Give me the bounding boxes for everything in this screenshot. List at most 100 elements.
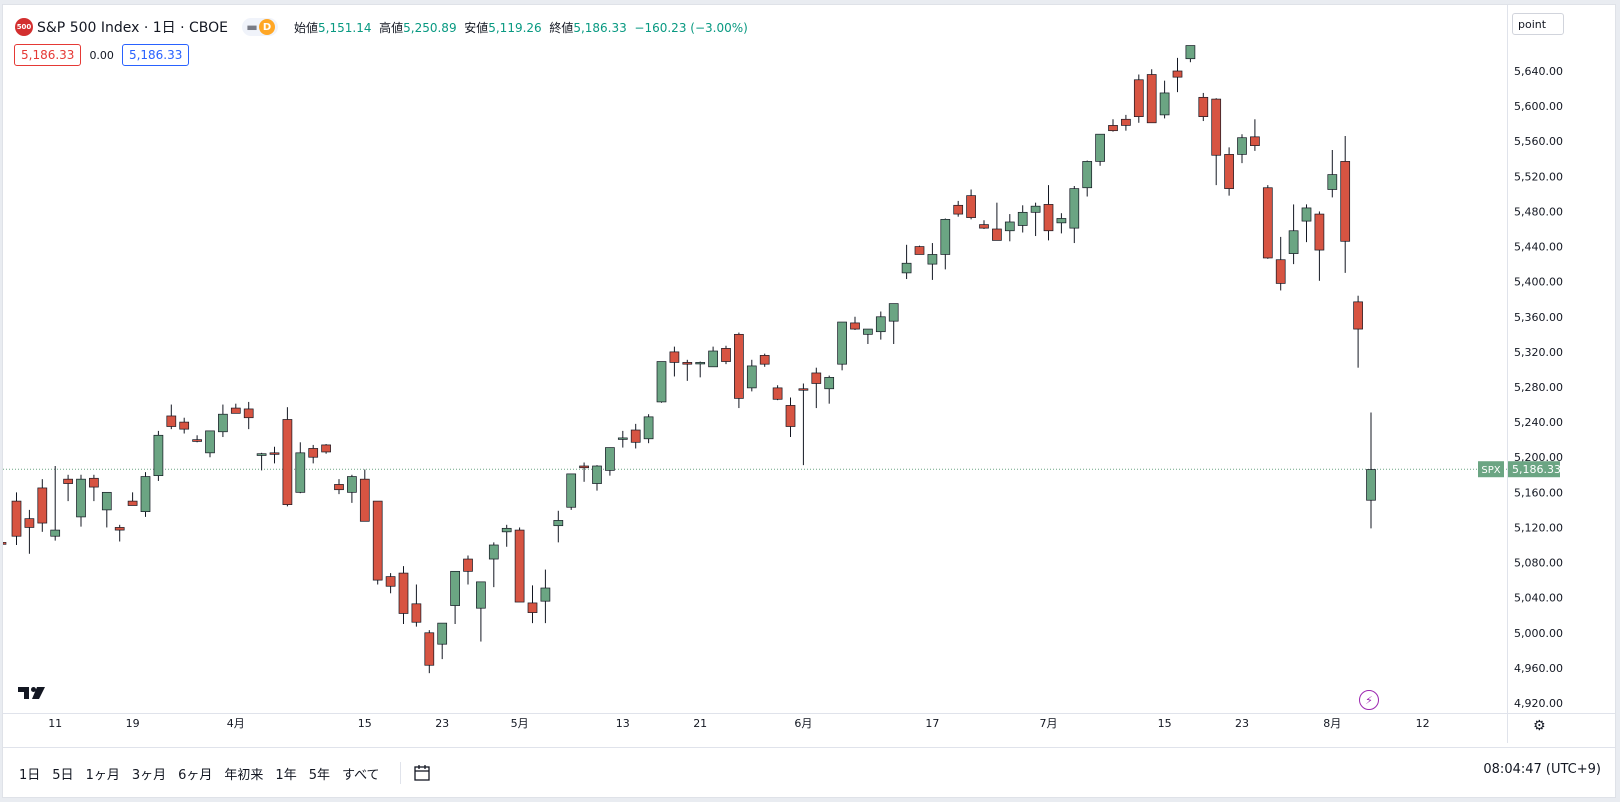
candle-body[interactable] (89, 477, 99, 488)
candle-body[interactable] (734, 333, 744, 399)
candle-body[interactable] (850, 322, 860, 330)
candle-body[interactable] (218, 413, 228, 433)
candle-body[interactable] (463, 558, 473, 572)
tradingview-logo-icon[interactable] (18, 685, 50, 701)
candle-body[interactable] (334, 484, 344, 491)
candle-body[interactable] (1211, 98, 1222, 156)
candle-body[interactable] (411, 603, 422, 623)
candle-body[interactable] (759, 355, 770, 365)
candle-body[interactable] (1224, 154, 1234, 189)
tf-5d[interactable]: 5日 (52, 767, 74, 783)
candle-body[interactable] (359, 478, 370, 522)
candle-body[interactable] (979, 224, 989, 229)
candle-body[interactable] (901, 262, 912, 274)
candle-body[interactable] (269, 452, 280, 455)
candle-body[interactable] (682, 362, 693, 365)
candle-body[interactable] (940, 218, 951, 255)
candle-body[interactable] (243, 408, 254, 419)
candle-body[interactable] (1069, 188, 1080, 229)
tf-1m[interactable]: 1ヶ月 (85, 767, 120, 783)
candle-body[interactable] (953, 204, 964, 215)
candle-body[interactable] (488, 544, 499, 560)
candle-body[interactable] (347, 476, 357, 493)
candle-body[interactable] (76, 478, 86, 518)
candle-body[interactable] (1353, 301, 1363, 330)
candle-body[interactable] (321, 444, 331, 453)
candle-body[interactable] (101, 491, 112, 511)
candle-body[interactable] (798, 388, 809, 391)
tf-5y[interactable]: 5年 (308, 767, 330, 783)
sell-button[interactable]: 5,186.33 (14, 44, 82, 66)
candle-body[interactable] (1043, 204, 1054, 232)
candle-body[interactable] (1237, 137, 1247, 155)
candle-body[interactable] (230, 407, 241, 414)
candle-body[interactable] (372, 500, 383, 581)
candle-body[interactable] (992, 228, 1002, 241)
candle-body[interactable] (205, 430, 215, 454)
candle-body[interactable] (772, 387, 783, 400)
candle-body[interactable] (605, 447, 615, 471)
candle-body[interactable] (166, 415, 177, 427)
candle-body[interactable] (1146, 74, 1157, 124)
tf-1d[interactable]: 1日 (19, 767, 41, 783)
candle-body[interactable] (914, 246, 925, 255)
candle-body[interactable] (630, 429, 641, 443)
candle-body[interactable] (824, 376, 835, 390)
candle-body[interactable] (398, 572, 409, 614)
calendar-range-icon[interactable] (399, 762, 433, 784)
candle-body[interactable] (669, 351, 680, 363)
candle-body[interactable] (127, 500, 138, 506)
candle-body[interactable] (553, 520, 564, 527)
chart-title[interactable]: S&P 500 Index · 1日 · CBOE (37, 20, 229, 36)
candle-body[interactable] (1017, 211, 1028, 226)
buy-button[interactable]: 5,186.33 (121, 44, 190, 66)
candlestick-chart[interactable]: 4,920.00 4,960.00 5,000.00 5,040.00 5,080.00… (3, 5, 1615, 745)
candle-body[interactable] (1121, 118, 1131, 126)
candle-body[interactable] (256, 453, 267, 456)
candle-body[interactable] (437, 622, 448, 645)
candle-body[interactable] (708, 350, 718, 368)
tf-3m[interactable]: 3ヶ月 (131, 767, 167, 783)
tf-all[interactable]: すべて (341, 767, 380, 783)
candle-body[interactable] (540, 587, 551, 602)
candle-body[interactable] (746, 365, 757, 389)
candle-body[interactable] (1185, 45, 1196, 60)
candle-body[interactable] (927, 254, 938, 265)
candle-body[interactable] (385, 576, 396, 587)
symbol-logo[interactable]: 500 (15, 18, 33, 36)
candle-body[interactable] (1095, 133, 1105, 162)
lightning-icon[interactable]: ⚡ (1359, 690, 1379, 710)
tf-1y[interactable]: 1年 (275, 767, 297, 783)
candle-body[interactable] (695, 362, 706, 365)
candle-body[interactable] (1340, 161, 1351, 242)
candle-body[interactable] (1108, 125, 1118, 132)
candle-body[interactable] (1172, 70, 1183, 78)
gear-icon[interactable]: ⚙ (1533, 718, 1546, 734)
candle-body[interactable] (192, 439, 202, 442)
candle-body[interactable] (63, 478, 73, 484)
candle-body[interactable] (592, 465, 602, 484)
price-unit-button[interactable]: point (1512, 13, 1564, 35)
candle-body[interactable] (50, 529, 61, 537)
candle-body[interactable] (837, 321, 847, 365)
candle-body[interactable] (140, 476, 151, 512)
candle-body[interactable] (1198, 96, 1209, 117)
candle-body[interactable] (1159, 92, 1170, 116)
tf-ytd[interactable]: 年初来 (224, 767, 264, 783)
candle-body[interactable] (11, 500, 22, 537)
candle-body[interactable] (1250, 136, 1260, 146)
candle-body[interactable] (875, 316, 886, 333)
candle-body[interactable] (1262, 187, 1273, 259)
candle-body[interactable] (1056, 218, 1067, 224)
candle-body[interactable] (617, 437, 628, 440)
candle-body[interactable] (721, 348, 731, 362)
status-pill[interactable]: ▬ D (242, 18, 279, 36)
candle-body[interactable] (888, 303, 899, 322)
candle-body[interactable] (295, 452, 306, 493)
candle-body[interactable] (1314, 213, 1325, 251)
candle-body[interactable] (863, 328, 873, 335)
candle-body[interactable] (179, 421, 190, 430)
candle-body[interactable] (1327, 174, 1338, 190)
candle-body[interactable] (966, 195, 976, 218)
candle-body[interactable] (643, 416, 654, 440)
